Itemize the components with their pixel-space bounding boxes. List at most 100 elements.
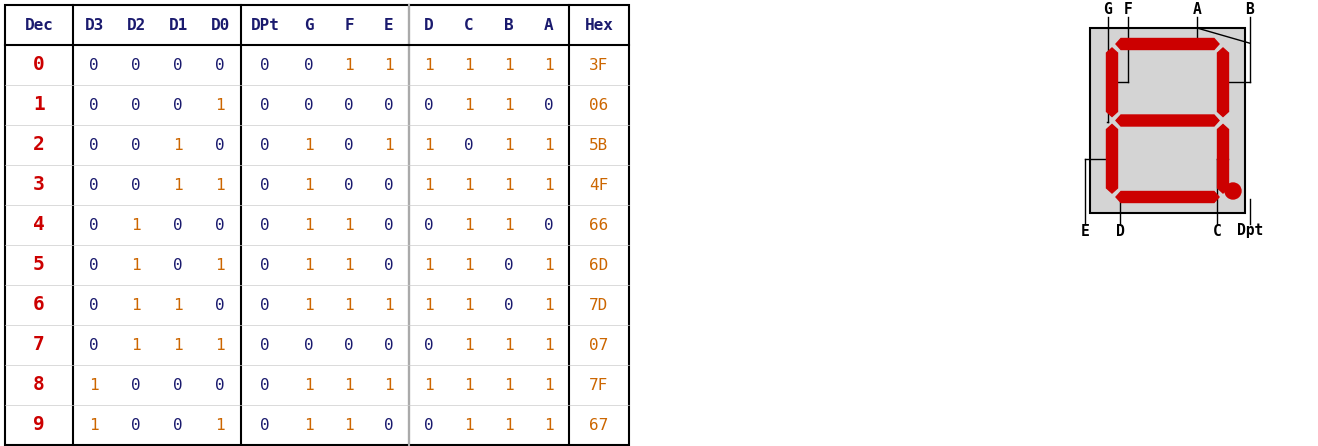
Text: 0: 0 bbox=[173, 58, 183, 73]
Text: 0: 0 bbox=[304, 58, 314, 73]
Text: 0: 0 bbox=[260, 58, 270, 73]
Text: 1: 1 bbox=[304, 218, 314, 232]
Text: 0: 0 bbox=[424, 417, 434, 433]
Text: 1: 1 bbox=[505, 58, 514, 73]
Polygon shape bbox=[1107, 124, 1118, 193]
Text: 66: 66 bbox=[589, 218, 609, 232]
Text: 0: 0 bbox=[90, 338, 99, 352]
Text: 0: 0 bbox=[304, 98, 314, 112]
Text: 0: 0 bbox=[260, 218, 270, 232]
Text: D: D bbox=[424, 17, 434, 33]
Text: D2: D2 bbox=[127, 17, 145, 33]
Text: F: F bbox=[344, 17, 353, 33]
Text: 1: 1 bbox=[384, 58, 394, 73]
Text: 1: 1 bbox=[215, 257, 225, 273]
Text: 1: 1 bbox=[505, 338, 514, 352]
Text: C: C bbox=[464, 17, 473, 33]
Text: 1: 1 bbox=[424, 178, 434, 193]
Text: D1: D1 bbox=[169, 17, 187, 33]
Text: 0: 0 bbox=[384, 338, 394, 352]
Text: 1: 1 bbox=[464, 58, 473, 73]
Text: 9: 9 bbox=[33, 416, 45, 434]
Text: D3: D3 bbox=[84, 17, 104, 33]
Text: 0: 0 bbox=[505, 257, 514, 273]
Text: 0: 0 bbox=[384, 218, 394, 232]
Text: 1: 1 bbox=[33, 95, 45, 115]
Text: 0: 0 bbox=[90, 58, 99, 73]
Text: Dec: Dec bbox=[25, 17, 54, 33]
Text: 1: 1 bbox=[304, 257, 314, 273]
Text: 1: 1 bbox=[544, 417, 554, 433]
Text: 0: 0 bbox=[384, 98, 394, 112]
Text: 1: 1 bbox=[304, 377, 314, 392]
Text: 0: 0 bbox=[132, 417, 141, 433]
Text: 0: 0 bbox=[173, 377, 183, 392]
Text: 0: 0 bbox=[260, 98, 270, 112]
Text: 0: 0 bbox=[260, 297, 270, 313]
Text: 1: 1 bbox=[173, 137, 183, 153]
Text: 0: 0 bbox=[215, 137, 225, 153]
Text: 1: 1 bbox=[424, 137, 434, 153]
Text: 1: 1 bbox=[424, 297, 434, 313]
Text: 0: 0 bbox=[90, 257, 99, 273]
Text: 6: 6 bbox=[33, 296, 45, 314]
Text: 0: 0 bbox=[90, 218, 99, 232]
Text: 1: 1 bbox=[544, 137, 554, 153]
Text: 7D: 7D bbox=[589, 297, 609, 313]
Text: 5: 5 bbox=[33, 256, 45, 274]
Text: 1: 1 bbox=[215, 338, 225, 352]
Text: 1: 1 bbox=[464, 377, 473, 392]
Text: 06: 06 bbox=[589, 98, 609, 112]
Text: 0: 0 bbox=[173, 218, 183, 232]
Text: 0: 0 bbox=[132, 98, 141, 112]
Text: C: C bbox=[1213, 223, 1222, 239]
Polygon shape bbox=[1116, 191, 1219, 202]
Text: 0: 0 bbox=[173, 257, 183, 273]
Text: 1: 1 bbox=[132, 218, 141, 232]
Text: 3F: 3F bbox=[589, 58, 609, 73]
Polygon shape bbox=[1107, 48, 1118, 116]
Text: 1: 1 bbox=[424, 377, 434, 392]
Text: 6D: 6D bbox=[589, 257, 609, 273]
Text: 1: 1 bbox=[344, 417, 353, 433]
Text: 1: 1 bbox=[215, 178, 225, 193]
Polygon shape bbox=[1218, 124, 1228, 193]
Text: 1: 1 bbox=[384, 297, 394, 313]
Text: B: B bbox=[505, 17, 514, 33]
Text: 1: 1 bbox=[132, 338, 141, 352]
Text: 0: 0 bbox=[132, 137, 141, 153]
Text: 0: 0 bbox=[90, 137, 99, 153]
Circle shape bbox=[1224, 183, 1242, 199]
Text: 1: 1 bbox=[464, 417, 473, 433]
Text: 0: 0 bbox=[215, 297, 225, 313]
Text: 1: 1 bbox=[464, 257, 473, 273]
Text: 1: 1 bbox=[505, 98, 514, 112]
Text: 0: 0 bbox=[464, 137, 473, 153]
Text: 0: 0 bbox=[424, 338, 434, 352]
Text: 2: 2 bbox=[33, 136, 45, 154]
Text: 1: 1 bbox=[173, 178, 183, 193]
Text: 1: 1 bbox=[464, 98, 473, 112]
Text: 0: 0 bbox=[90, 98, 99, 112]
Text: E: E bbox=[384, 17, 394, 33]
Text: 8: 8 bbox=[33, 376, 45, 395]
Text: 1: 1 bbox=[132, 297, 141, 313]
Text: 1: 1 bbox=[304, 417, 314, 433]
Text: 0: 0 bbox=[344, 338, 353, 352]
Text: 1: 1 bbox=[344, 257, 353, 273]
Text: 1: 1 bbox=[544, 257, 554, 273]
Text: Dpt: Dpt bbox=[1236, 223, 1263, 239]
Text: 0: 0 bbox=[424, 218, 434, 232]
Text: 1: 1 bbox=[384, 377, 394, 392]
Text: 0: 0 bbox=[260, 377, 270, 392]
Text: 0: 0 bbox=[544, 218, 554, 232]
Text: 67: 67 bbox=[589, 417, 609, 433]
Text: 1: 1 bbox=[544, 58, 554, 73]
Text: 1: 1 bbox=[304, 178, 314, 193]
Text: 0: 0 bbox=[215, 58, 225, 73]
Text: 3: 3 bbox=[33, 175, 45, 194]
Text: 0: 0 bbox=[344, 137, 353, 153]
Text: 7: 7 bbox=[33, 335, 45, 355]
Text: 4: 4 bbox=[33, 215, 45, 235]
Text: 0: 0 bbox=[132, 58, 141, 73]
